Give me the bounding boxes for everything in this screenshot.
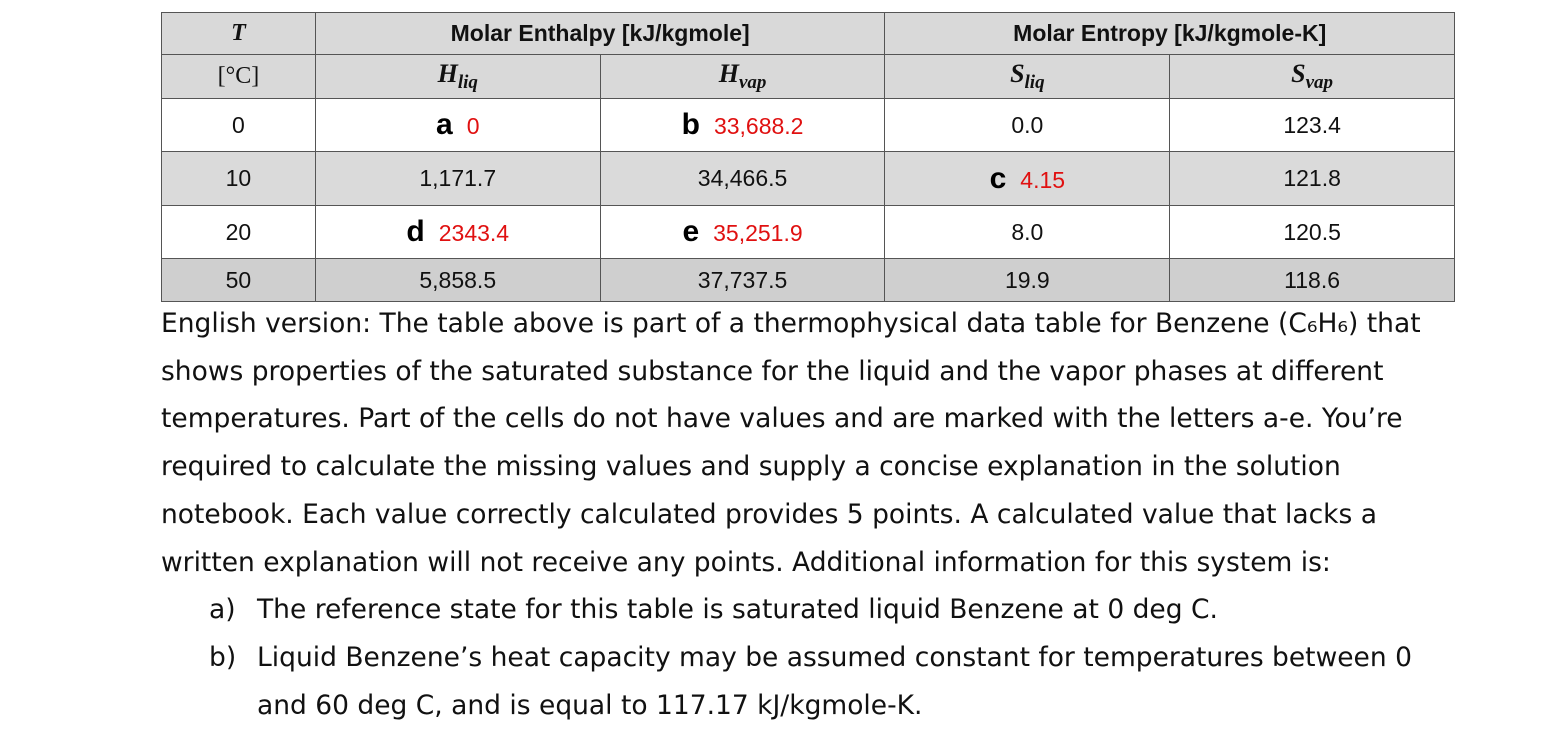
cell: 120.5 — [1169, 205, 1455, 259]
symbol: H — [437, 58, 458, 88]
item-marker: b) — [209, 641, 237, 673]
item-text: The reference state for this table is sa… — [257, 594, 1218, 626]
cell: 5,858.5 — [314, 258, 601, 302]
cell-letter: e — [682, 215, 700, 248]
table-body: 0 a 0 b 33,688.2 0.0 123.4 10 1,171.7 34,466.5 c 4.… — [161, 98, 1455, 302]
data-table: T Molar Enthalpy [kJ/kgmole] Molar Entro… — [161, 12, 1455, 302]
table-row: 20 d 2343.4 e 35,251.9 8.0 120.5 — [161, 205, 1455, 259]
cell: 20 — [161, 205, 316, 259]
entropy-header: Molar Entropy [kJ/kgmole-K] — [884, 12, 1455, 55]
cell: 0.0 — [884, 98, 1171, 152]
col-header: Sliq — [884, 54, 1171, 99]
cell-answer: 4.15 — [1020, 166, 1066, 193]
table-row: 50 5,858.5 37,737.5 19.9 118.6 — [161, 258, 1455, 302]
symbol: H — [718, 58, 739, 88]
list-item: a) The reference state for this table is … — [161, 586, 1461, 634]
cell-answer: 0 — [466, 113, 480, 139]
cell-letter: d — [406, 215, 425, 248]
cell: e 35,251.9 — [599, 205, 886, 259]
cell-letter: b — [681, 108, 700, 141]
t-symbol: T — [161, 12, 316, 55]
col-header: Hliq — [314, 54, 601, 99]
subscript: liq — [457, 72, 478, 94]
cell: 0 — [161, 98, 316, 152]
cell-letter: c — [989, 161, 1007, 195]
cell: 118.6 — [1169, 258, 1455, 302]
symbol: S — [1291, 58, 1306, 88]
cell-answer: 2343.4 — [438, 220, 510, 246]
t-symbol-text: T — [231, 20, 246, 46]
cell-answer: 33,688.2 — [713, 113, 804, 139]
cell: 19.9 — [884, 258, 1171, 302]
table-row: 10 1,171.7 34,466.5 c 4.15 121.8 — [161, 151, 1455, 206]
subscript: vap — [738, 72, 767, 94]
cell: 37,737.5 — [599, 258, 886, 302]
cell: c 4.15 — [884, 151, 1171, 206]
cell: 121.8 — [1169, 151, 1455, 206]
cell: b 33,688.2 — [599, 98, 886, 152]
cell: 10 — [161, 151, 316, 206]
cell: 1,171.7 — [314, 151, 601, 206]
cell: 123.4 — [1169, 98, 1455, 152]
item-marker: a) — [209, 594, 236, 626]
enthalpy-header: Molar Enthalpy [kJ/kgmole] — [314, 12, 886, 55]
col-header: Svap — [1169, 54, 1455, 99]
cell: d 2343.4 — [314, 205, 601, 259]
col-header: Hvap — [599, 54, 886, 99]
cell: 8.0 — [884, 205, 1171, 259]
cell: 50 — [161, 258, 316, 302]
list: a) The reference state for this table is … — [161, 586, 1461, 729]
t-unit: [°C] — [161, 54, 316, 99]
item-text: Liquid Benzene’s heat capacity may be as… — [257, 641, 1412, 721]
list-item: b) Liquid Benzene’s heat capacity may be … — [161, 634, 1461, 729]
symbol: S — [1010, 58, 1025, 88]
table-row: 0 a 0 b 33,688.2 0.0 123.4 — [161, 98, 1455, 152]
cell-letter: a — [436, 108, 453, 141]
subscript: vap — [1305, 72, 1334, 94]
cell: 34,466.5 — [599, 151, 886, 206]
cell-answer: 35,251.9 — [713, 220, 803, 246]
subscript: liq — [1024, 72, 1045, 94]
paragraph: English version: The table above is part… — [161, 308, 1421, 578]
text-block: English version: The table above is part… — [161, 300, 1461, 729]
